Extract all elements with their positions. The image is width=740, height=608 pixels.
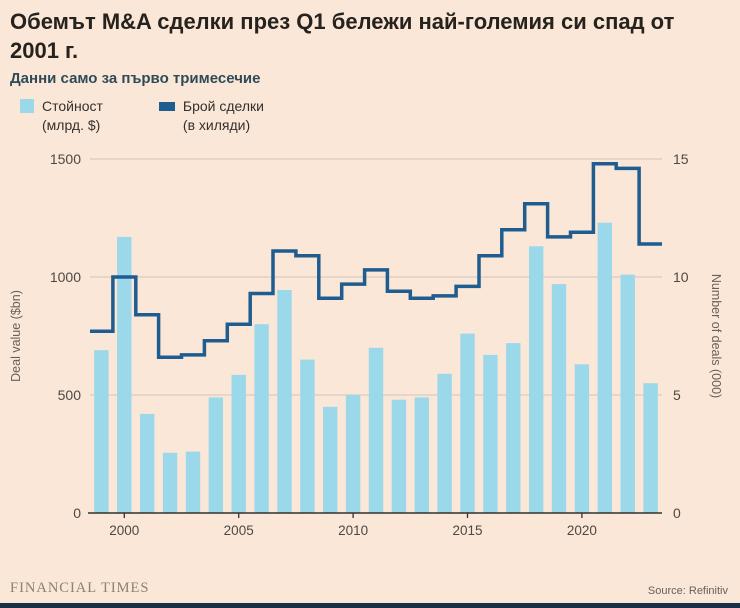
bar-2004 <box>208 397 223 513</box>
bar-2003 <box>185 451 201 513</box>
bar-2012 <box>391 399 407 513</box>
deal-value-bars <box>94 222 658 513</box>
legend-text-value: Стойност (млрд. $) <box>42 97 103 135</box>
x-tick-label: 2000 <box>109 523 139 538</box>
legend-item-value: Стойност (млрд. $) <box>20 97 103 135</box>
bar-2007 <box>277 289 292 513</box>
chart-header: Обемът M&A сделки през Q1 бележи най-гол… <box>0 0 740 135</box>
bar-2002 <box>162 452 178 513</box>
legend-swatch-value <box>20 99 34 114</box>
x-tick-label: 2020 <box>567 523 597 538</box>
footer: FINANCIAL TIMES Source: Refinitiv <box>0 580 740 597</box>
legend-item-deals: Брой сделки (в хиляди) <box>158 97 264 135</box>
bar-2015 <box>460 333 475 513</box>
ft-brand-text: FINANCIAL TIMES <box>10 580 150 596</box>
right-tick-label: 15 <box>673 151 689 167</box>
legend-sublabel-deals: (в хиляди) <box>182 117 251 134</box>
legend-label-value: Стойност <box>42 98 103 115</box>
x-tick-label: 2015 <box>452 523 482 538</box>
bar-2013 <box>414 397 429 513</box>
right-tick-label: 0 <box>673 505 681 521</box>
bar-2021 <box>597 222 612 513</box>
right-tick-label: 5 <box>673 387 681 403</box>
bar-2010 <box>345 394 361 513</box>
footer-bar <box>0 603 740 608</box>
deals-step-line <box>90 161 662 359</box>
left-tick-label: 1000 <box>50 269 81 285</box>
chart-area: 0 500 1000 1500 0 5 10 15 2000 2005 2010 2015 2020 De… <box>0 139 740 562</box>
left-tick-label: 0 <box>73 505 81 521</box>
bar-2008 <box>300 359 315 513</box>
x-tick-label: 2005 <box>224 523 254 538</box>
bar-2016 <box>483 354 498 513</box>
bar-2018 <box>529 246 544 513</box>
legend-label-deals: Брой сделки <box>182 98 264 115</box>
bar-2001 <box>140 413 155 513</box>
legend: Стойност (млрд. $) Брой сделки (в хиляди… <box>10 97 728 135</box>
legend-text-deals: Брой сделки (в хиляди) <box>183 97 264 135</box>
bar-2020 <box>574 364 590 513</box>
right-axis-title: Number of deals (000) <box>709 274 723 398</box>
chart-title: Обемът M&A сделки през Q1 бележи най-гол… <box>10 9 675 63</box>
left-axis-title: Deal value ($bn) <box>9 290 23 382</box>
legend-swatch-deals <box>158 102 175 112</box>
source-text: Source: Refinitiv <box>647 585 728 597</box>
bar-1999 <box>94 350 109 513</box>
legend-sublabel-value: (млрд. $) <box>42 117 101 134</box>
bar-2019 <box>551 284 567 513</box>
bar-2023 <box>643 383 658 513</box>
bar-2005 <box>231 374 246 513</box>
bar-2022 <box>620 274 635 513</box>
chart-subtitle: Данни само за първо тримесечие <box>10 70 261 88</box>
right-tick-label: 10 <box>673 269 689 285</box>
bar-2000 <box>117 236 132 513</box>
x-tick-label: 2010 <box>338 523 368 538</box>
bar-2009 <box>323 406 338 513</box>
bar-2006 <box>254 324 269 513</box>
bar-2017 <box>506 343 521 513</box>
left-tick-label: 500 <box>58 387 82 403</box>
left-tick-label: 1500 <box>50 151 81 167</box>
combo-chart: 0 500 1000 1500 0 5 10 15 2000 2005 2010 2015 2020 De… <box>9 151 723 538</box>
bar-2011 <box>368 347 384 513</box>
bar-2014 <box>437 373 452 513</box>
